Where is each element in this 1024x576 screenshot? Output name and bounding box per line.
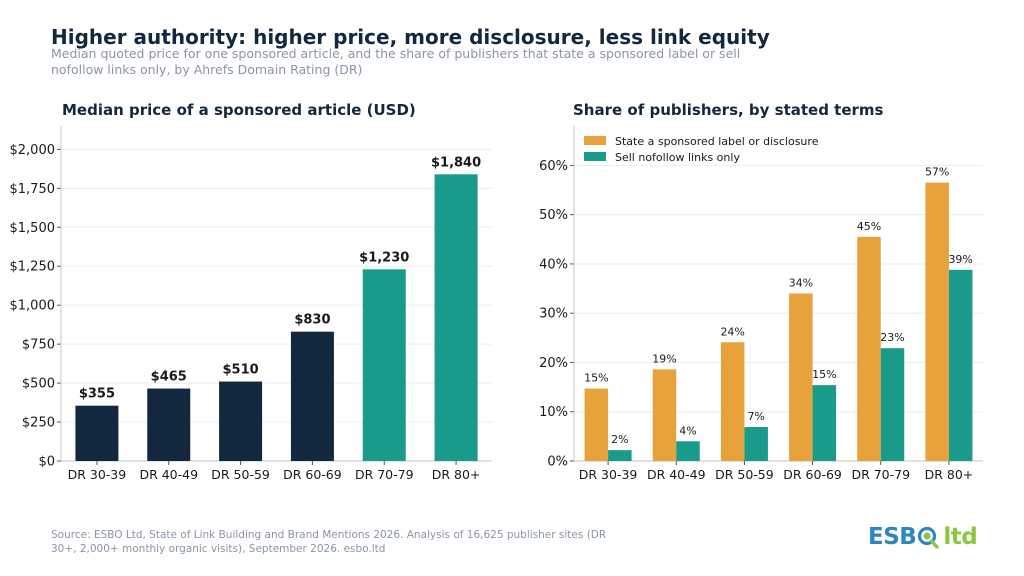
price-bar xyxy=(75,405,119,461)
price-y-tick-label: $250 xyxy=(22,416,55,431)
price-chart-title: Median price of a sponsored article (USD… xyxy=(62,101,416,119)
price-y-tick-label: $500 xyxy=(22,377,55,392)
disclosure-data-label: 45% xyxy=(857,220,881,233)
price-y-tick-label: $0 xyxy=(38,455,55,470)
price-x-tick-label: DR 70-79 xyxy=(355,467,414,482)
disclosure-data-label: 15% xyxy=(584,372,608,385)
price-x-tick-label: DR 40-49 xyxy=(139,467,198,482)
price-bar xyxy=(290,331,334,461)
nofollow-data-label: 39% xyxy=(948,253,972,266)
nofollow-data-label: 2% xyxy=(611,433,628,446)
price-bar xyxy=(219,381,263,461)
nofollow-data-label: 7% xyxy=(747,410,764,423)
disclosure-data-label: 24% xyxy=(720,325,744,338)
price-x-tick-label: DR 80+ xyxy=(432,467,481,482)
nofollow-bar xyxy=(744,427,768,461)
disclosure-bar xyxy=(720,342,745,461)
nofollow-data-label: 23% xyxy=(880,331,904,344)
disclosure-bar xyxy=(789,293,813,461)
disclosure-bar xyxy=(652,369,677,461)
nofollow-bar xyxy=(948,269,973,461)
price-data-label: $465 xyxy=(151,370,187,385)
share-chart-title: Share of publishers, by stated terms xyxy=(573,101,884,119)
price-data-label: $510 xyxy=(222,363,258,378)
price-y-tick-label: $1,750 xyxy=(10,182,56,197)
disclosure-bar xyxy=(857,236,881,461)
nofollow-bar xyxy=(676,441,700,461)
disclosure-data-label: 57% xyxy=(925,166,949,179)
nofollow-data-label: 4% xyxy=(679,424,696,437)
legend-label-nofollow: Sell nofollow links only xyxy=(615,151,740,164)
esbo-logo: ESB ltd xyxy=(868,523,978,551)
share-x-tick-label: DR 50-59 xyxy=(715,467,774,482)
nofollow-bar xyxy=(608,450,632,461)
page-subtitle: Median quoted price for one sponsored ar… xyxy=(51,46,741,77)
nofollow-bar xyxy=(812,385,837,461)
price-y-tick-label: $750 xyxy=(22,338,55,353)
nofollow-bar xyxy=(880,348,905,461)
share-y-tick-label: 50% xyxy=(539,208,568,223)
page-title: Higher authority: higher price, more dis… xyxy=(51,25,770,49)
share-y-tick-label: 0% xyxy=(547,455,568,470)
logo-text-ltd: ltd xyxy=(943,524,978,550)
legend-swatch-nofollow xyxy=(584,152,606,161)
magnifier-q-icon xyxy=(917,525,940,549)
price-x-tick-label: DR 60-69 xyxy=(283,467,342,482)
legend-label-disclosure: State a sponsored label or disclosure xyxy=(615,135,819,148)
disclosure-bar xyxy=(584,388,609,461)
price-y-tick-label: $1,250 xyxy=(10,260,56,275)
share-x-tick-label: DR 40-49 xyxy=(647,467,706,482)
price-data-label: $830 xyxy=(294,313,330,328)
share-x-tick-label: DR 70-79 xyxy=(851,467,910,482)
legend-swatch-disclosure xyxy=(584,136,606,145)
price-y-tick-label: $2,000 xyxy=(10,143,56,158)
share-y-tick-label: 60% xyxy=(539,159,568,174)
price-x-tick-label: DR 50-59 xyxy=(211,467,270,482)
price-data-label: $1,840 xyxy=(431,155,481,170)
price-data-label: $1,230 xyxy=(359,250,409,265)
share-y-tick-label: 20% xyxy=(539,356,568,371)
price-data-label: $355 xyxy=(79,387,115,402)
share-y-tick-label: 10% xyxy=(539,405,568,420)
share-x-tick-label: DR 60-69 xyxy=(783,467,842,482)
logo-text-esb: ESB xyxy=(868,524,917,550)
price-bar xyxy=(434,174,478,462)
source-note: Source: ESBO Ltd, State of Link Building… xyxy=(51,529,607,555)
price-bar xyxy=(362,269,406,461)
disclosure-data-label: 19% xyxy=(652,352,676,365)
price-y-tick-label: $1,500 xyxy=(10,221,56,236)
share-y-tick-label: 30% xyxy=(539,307,568,322)
share-x-tick-label: DR 30-39 xyxy=(579,467,638,482)
share-y-tick-label: 40% xyxy=(539,257,568,272)
share-x-tick-label: DR 80+ xyxy=(925,467,974,482)
nofollow-data-label: 15% xyxy=(812,368,836,381)
price-bar xyxy=(147,388,191,461)
price-y-tick-label: $1,000 xyxy=(10,299,56,314)
price-x-tick-label: DR 30-39 xyxy=(68,467,127,482)
disclosure-bar xyxy=(925,182,949,461)
disclosure-data-label: 34% xyxy=(789,277,813,290)
